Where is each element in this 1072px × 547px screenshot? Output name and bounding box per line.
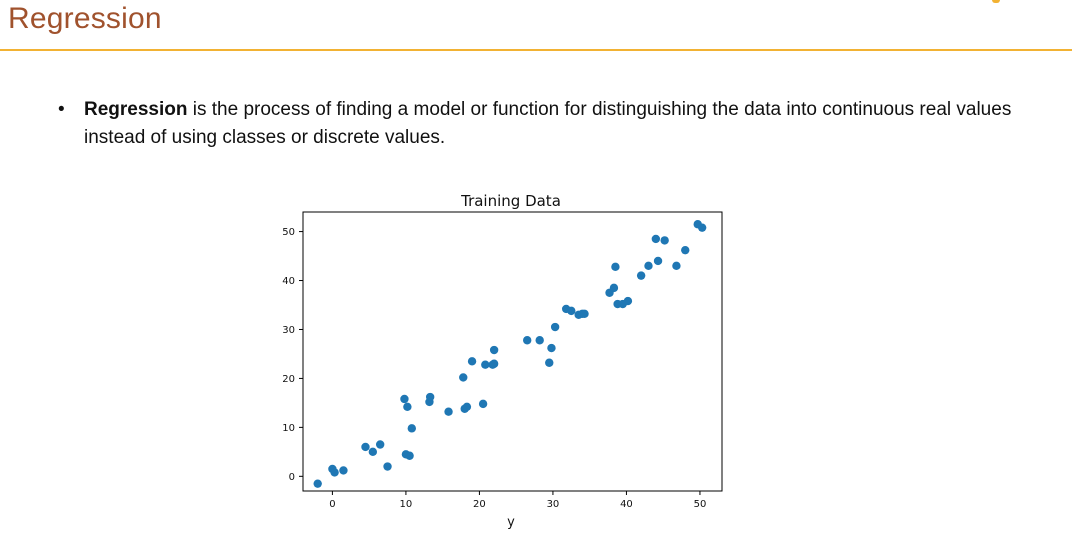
data-point xyxy=(467,357,477,366)
x-tick-label: 30 xyxy=(547,499,560,510)
data-point xyxy=(567,306,576,316)
data-point xyxy=(313,479,322,488)
data-point xyxy=(375,440,385,449)
data-point xyxy=(383,462,392,471)
y-tick-label: 40 xyxy=(282,276,295,287)
data-point xyxy=(609,283,619,293)
data-point xyxy=(535,336,544,345)
x-axis-label: y xyxy=(507,515,515,530)
data-point xyxy=(697,223,707,232)
slide-title: Regression xyxy=(8,2,162,35)
data-point xyxy=(489,359,499,368)
x-tick-label: 20 xyxy=(473,499,486,510)
data-point xyxy=(651,234,661,244)
data-point xyxy=(681,245,690,255)
data-point xyxy=(405,451,414,460)
data-point xyxy=(580,309,589,319)
chart-title: Training Data xyxy=(460,192,561,210)
corner-accent xyxy=(992,0,1000,3)
data-point xyxy=(361,442,370,452)
data-point xyxy=(425,392,435,402)
bold-term: Regression xyxy=(84,99,188,120)
y-tick-label: 50 xyxy=(282,227,295,238)
data-point xyxy=(672,261,681,271)
data-point xyxy=(611,262,620,272)
bullet-rest: is the process of finding a model or fun… xyxy=(84,99,1012,148)
data-point xyxy=(459,373,468,382)
data-point xyxy=(623,296,633,306)
data-point xyxy=(660,236,669,245)
data-point xyxy=(330,468,339,477)
data-point xyxy=(489,345,499,355)
data-point xyxy=(478,399,488,409)
data-point xyxy=(523,336,532,345)
data-points xyxy=(313,220,707,488)
x-axis-ticks: 0 10 20 30 40 50 xyxy=(329,491,706,510)
scatter-chart: Training Data 0 10 20 30 40 50 0 10 20 30 40 50 y xyxy=(282,192,723,530)
data-point xyxy=(339,466,348,475)
data-point xyxy=(644,261,653,271)
y-axis-ticks: 0 10 20 30 40 50 xyxy=(282,227,303,483)
data-point xyxy=(462,402,472,412)
data-point xyxy=(550,322,560,332)
plot-frame xyxy=(302,211,723,492)
y-tick-label: 0 xyxy=(289,472,295,483)
bullet-item: • Regression is the process of finding a… xyxy=(58,96,1048,152)
data-point xyxy=(547,343,556,353)
title-divider xyxy=(0,49,1072,51)
x-tick-label: 0 xyxy=(329,499,335,510)
x-tick-label: 40 xyxy=(620,499,633,510)
data-point xyxy=(400,394,409,404)
data-point xyxy=(545,358,554,367)
x-tick-label: 50 xyxy=(694,499,707,510)
y-tick-label: 20 xyxy=(282,374,295,385)
data-point xyxy=(368,447,378,457)
y-tick-label: 10 xyxy=(282,423,295,434)
data-point xyxy=(653,256,663,266)
bullet-text: Regression is the process of finding a m… xyxy=(84,96,1048,152)
x-tick-label: 10 xyxy=(400,499,413,510)
data-point xyxy=(481,360,490,369)
bullet-marker: • xyxy=(58,99,65,120)
data-point xyxy=(403,402,412,412)
data-point xyxy=(444,407,453,416)
data-point xyxy=(407,424,416,433)
data-point xyxy=(636,271,646,280)
y-tick-label: 30 xyxy=(282,325,295,336)
